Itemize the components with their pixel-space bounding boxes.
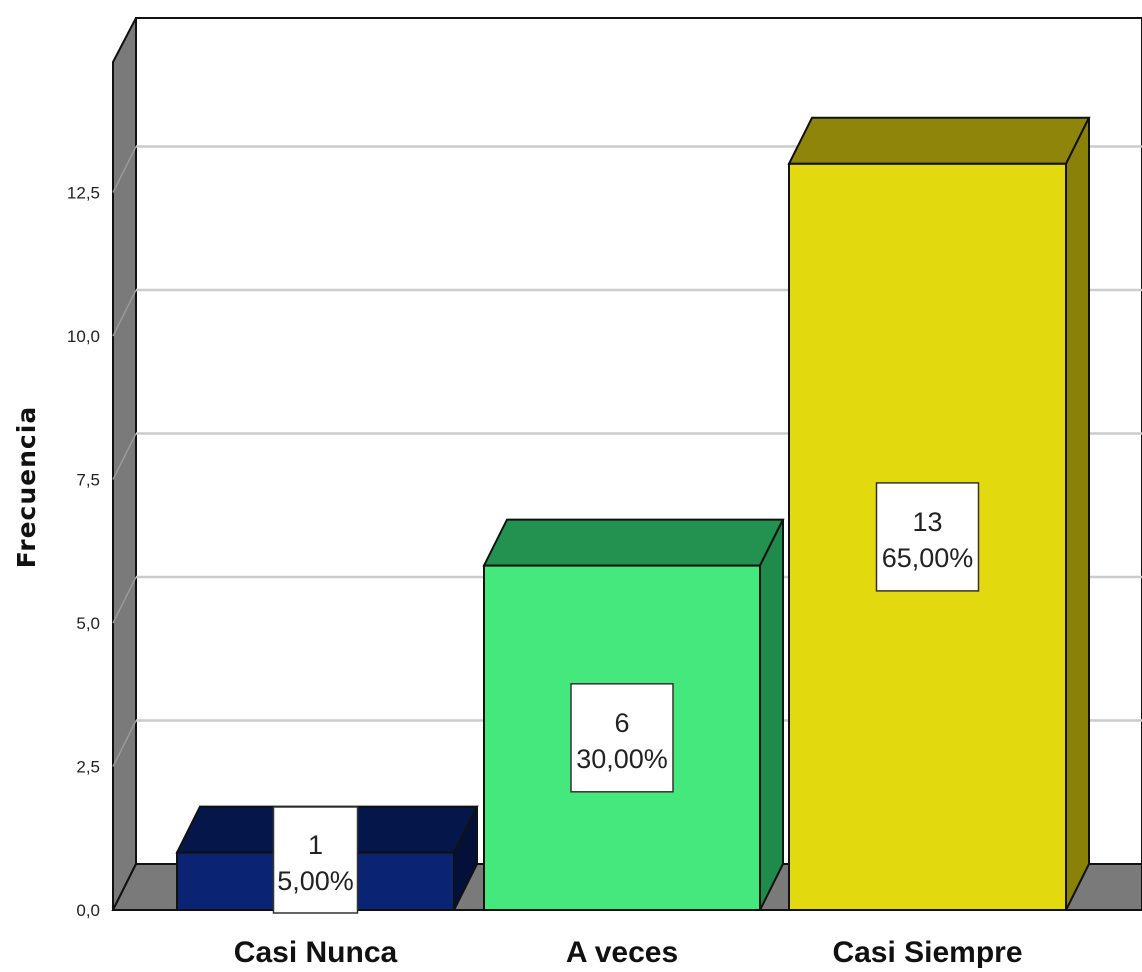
y-tick-label: 7,5 [76,471,100,490]
data-label-percent: 30,00% [576,744,668,774]
x-category-label: Casi Nunca [234,936,398,969]
data-label-percent: 5,00% [277,866,354,896]
x-category-label: A veces [566,936,678,969]
data-label-3: 13 65,00% [877,483,979,591]
bar-side-face [760,520,783,910]
y-tick-label: 10,0 [67,327,100,346]
x-category-label: Casi Siempre [832,936,1022,969]
y-axis-ticks: 0,0 2,5 5,0 7,5 10,0 12,5 [67,184,100,921]
data-label-box [274,807,358,913]
bar-side-face [1066,118,1089,910]
y-tick-label: 2,5 [76,758,100,777]
y-tick-label: 0,0 [76,901,100,920]
bar-top-face [484,520,783,566]
data-label-percent: 65,00% [882,543,974,573]
data-label-count: 6 [614,708,629,738]
data-label-count: 13 [912,507,942,537]
x-axis-category-labels: Casi Nunca A veces Casi Siempre [234,936,1023,969]
bar-top-face [789,118,1089,164]
y-axis-title: Frecuencia [12,406,41,568]
data-label-2: 6 30,00% [571,684,673,792]
data-label-count: 1 [308,830,323,860]
y-tick-label: 12,5 [67,184,100,203]
y-tick-label: 5,0 [76,614,100,633]
data-label-1: 1 5,00% [274,807,358,913]
